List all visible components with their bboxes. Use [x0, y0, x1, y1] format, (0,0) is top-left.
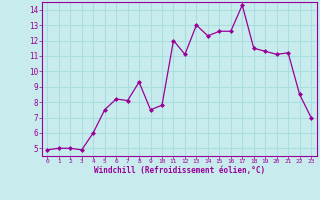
X-axis label: Windchill (Refroidissement éolien,°C): Windchill (Refroidissement éolien,°C): [94, 166, 265, 175]
